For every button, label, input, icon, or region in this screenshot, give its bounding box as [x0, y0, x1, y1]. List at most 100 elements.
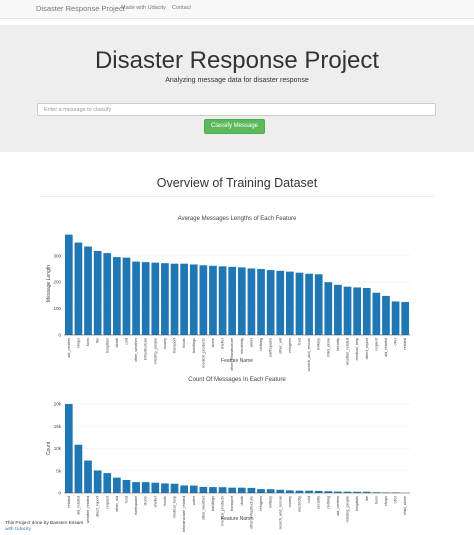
bar-food[interactable]	[295, 272, 304, 335]
bar-medical_help[interactable]	[170, 483, 179, 493]
bar-earthquake[interactable]	[132, 482, 140, 493]
footer-udacity-link[interactable]: with Udacity	[5, 527, 31, 532]
classify-message-button[interactable]: Classify Message	[204, 119, 265, 134]
bar-missing_people[interactable]	[343, 491, 352, 493]
bar-hospitals[interactable]	[103, 253, 112, 335]
bar-aid_centers[interactable]	[334, 491, 342, 493]
x-tick-label: earthquake	[134, 496, 138, 515]
bar-other_infrastructure[interactable]	[228, 266, 237, 335]
bar-related[interactable]	[401, 301, 410, 335]
bar-clothing[interactable]	[324, 491, 333, 493]
bar-buildings[interactable]	[189, 264, 198, 335]
bar-refugees[interactable]	[286, 271, 294, 335]
x-tick-label: aid_related	[76, 496, 80, 515]
bar-request[interactable]	[372, 292, 381, 335]
bar-military[interactable]	[314, 274, 323, 335]
bar-security[interactable]	[314, 490, 323, 493]
bar-tools[interactable]	[372, 492, 381, 493]
bar-tools[interactable]	[84, 246, 92, 335]
navbar-brand[interactable]: Disaster Response Project	[36, 4, 125, 13]
bar-storm[interactable]	[209, 265, 217, 335]
bar-weather_related[interactable]	[343, 286, 352, 335]
bar-floods[interactable]	[180, 263, 188, 335]
bar-aid_centers[interactable]	[64, 234, 73, 335]
bar-water[interactable]	[189, 485, 198, 493]
x-tick-label: refugees	[288, 338, 292, 353]
bar-fire[interactable]	[362, 491, 371, 493]
bar-cold[interactable]	[305, 490, 313, 493]
bar-death[interactable]	[237, 487, 246, 493]
x-tick-label: medical_products	[221, 496, 225, 526]
bar-buildings[interactable]	[209, 487, 217, 493]
bar-direct_report[interactable]	[362, 287, 371, 335]
y-tick-label: 20k	[54, 402, 62, 407]
bar-transport[interactable]	[170, 263, 179, 335]
y-axis-label: Count	[46, 441, 52, 455]
bar-shops[interactable]	[382, 492, 390, 493]
x-tick-label: hospitals	[105, 338, 109, 353]
x-tick-label: request	[105, 495, 109, 509]
bar-related[interactable]	[64, 404, 73, 493]
bar-offer[interactable]	[391, 492, 400, 493]
x-tick-label: other_weather	[134, 337, 138, 362]
bar-water[interactable]	[247, 268, 256, 335]
bar-aid_related[interactable]	[74, 444, 83, 493]
x-tick-label: electricity	[297, 496, 301, 512]
bar-request[interactable]	[103, 473, 112, 493]
bar-fire[interactable]	[93, 251, 102, 335]
bar-child_alone[interactable]	[324, 282, 333, 335]
bar-infrastructure_related[interactable]	[180, 485, 188, 493]
y-tick-label: 0	[58, 333, 61, 338]
bar-weather_related[interactable]	[84, 460, 92, 493]
bar-other_aid[interactable]	[113, 477, 121, 493]
bar-shelter[interactable]	[151, 482, 160, 493]
bar-refugees[interactable]	[257, 489, 265, 493]
x-tick-label: storm	[144, 496, 148, 506]
bar-money[interactable]	[286, 490, 294, 493]
bar-electricity[interactable]	[295, 490, 304, 493]
bar-shelter[interactable]	[218, 266, 227, 335]
bar-other_aid[interactable]	[276, 270, 285, 335]
bar-search_and_rescue[interactable]	[305, 273, 313, 335]
bar-offer[interactable]	[391, 301, 400, 335]
x-tick-label: missing_people	[153, 338, 157, 364]
x-tick-label: death	[115, 338, 119, 348]
nav-link-contact[interactable]: Contact	[172, 5, 191, 11]
x-tick-label: security	[317, 496, 321, 509]
message-input[interactable]: Enter a message to classify	[37, 103, 436, 116]
bar-security[interactable]	[334, 284, 342, 335]
bar-storm[interactable]	[141, 482, 150, 493]
bar-floods[interactable]	[161, 483, 169, 493]
bar-transport[interactable]	[228, 487, 237, 493]
bar-hospitals[interactable]	[353, 491, 361, 493]
x-tick-label: water	[192, 495, 196, 505]
x-tick-label: infrastructure_related	[182, 496, 186, 532]
bar-other_weather[interactable]	[132, 261, 140, 335]
bar-medical_help[interactable]	[353, 287, 361, 335]
bar-other_weather[interactable]	[199, 486, 208, 493]
bar-medical_products[interactable]	[218, 487, 227, 493]
bar-military[interactable]	[266, 489, 275, 493]
bar-medical_products[interactable]	[199, 265, 208, 335]
nav-link-udacity[interactable]: Made with Udacity	[121, 5, 166, 11]
bar-money[interactable]	[161, 263, 169, 335]
bar-death[interactable]	[113, 257, 121, 335]
y-tick-label: 100	[53, 306, 61, 311]
x-tick-label: infrastructure	[144, 338, 148, 360]
bar-search_and_rescue[interactable]	[276, 489, 285, 493]
bar-missing_people[interactable]	[151, 262, 160, 335]
bar-cold[interactable]	[122, 257, 131, 335]
bar-clothing[interactable]	[257, 268, 265, 335]
bar-food[interactable]	[122, 480, 131, 493]
bar-earthquake[interactable]	[266, 270, 275, 335]
bar-other_infrastructure[interactable]	[247, 487, 256, 493]
x-tick-label: cold	[307, 496, 311, 503]
x-tick-label: missing_people	[346, 496, 350, 522]
bar-shops[interactable]	[74, 242, 83, 335]
x-tick-label: hospitals	[355, 496, 359, 511]
bar-infrastructure[interactable]	[141, 262, 150, 335]
bar-direct_report[interactable]	[93, 470, 102, 493]
bar-aid_related[interactable]	[382, 295, 390, 335]
x-tick-label: aid_centers	[336, 496, 340, 516]
bar-electricity[interactable]	[237, 267, 246, 335]
